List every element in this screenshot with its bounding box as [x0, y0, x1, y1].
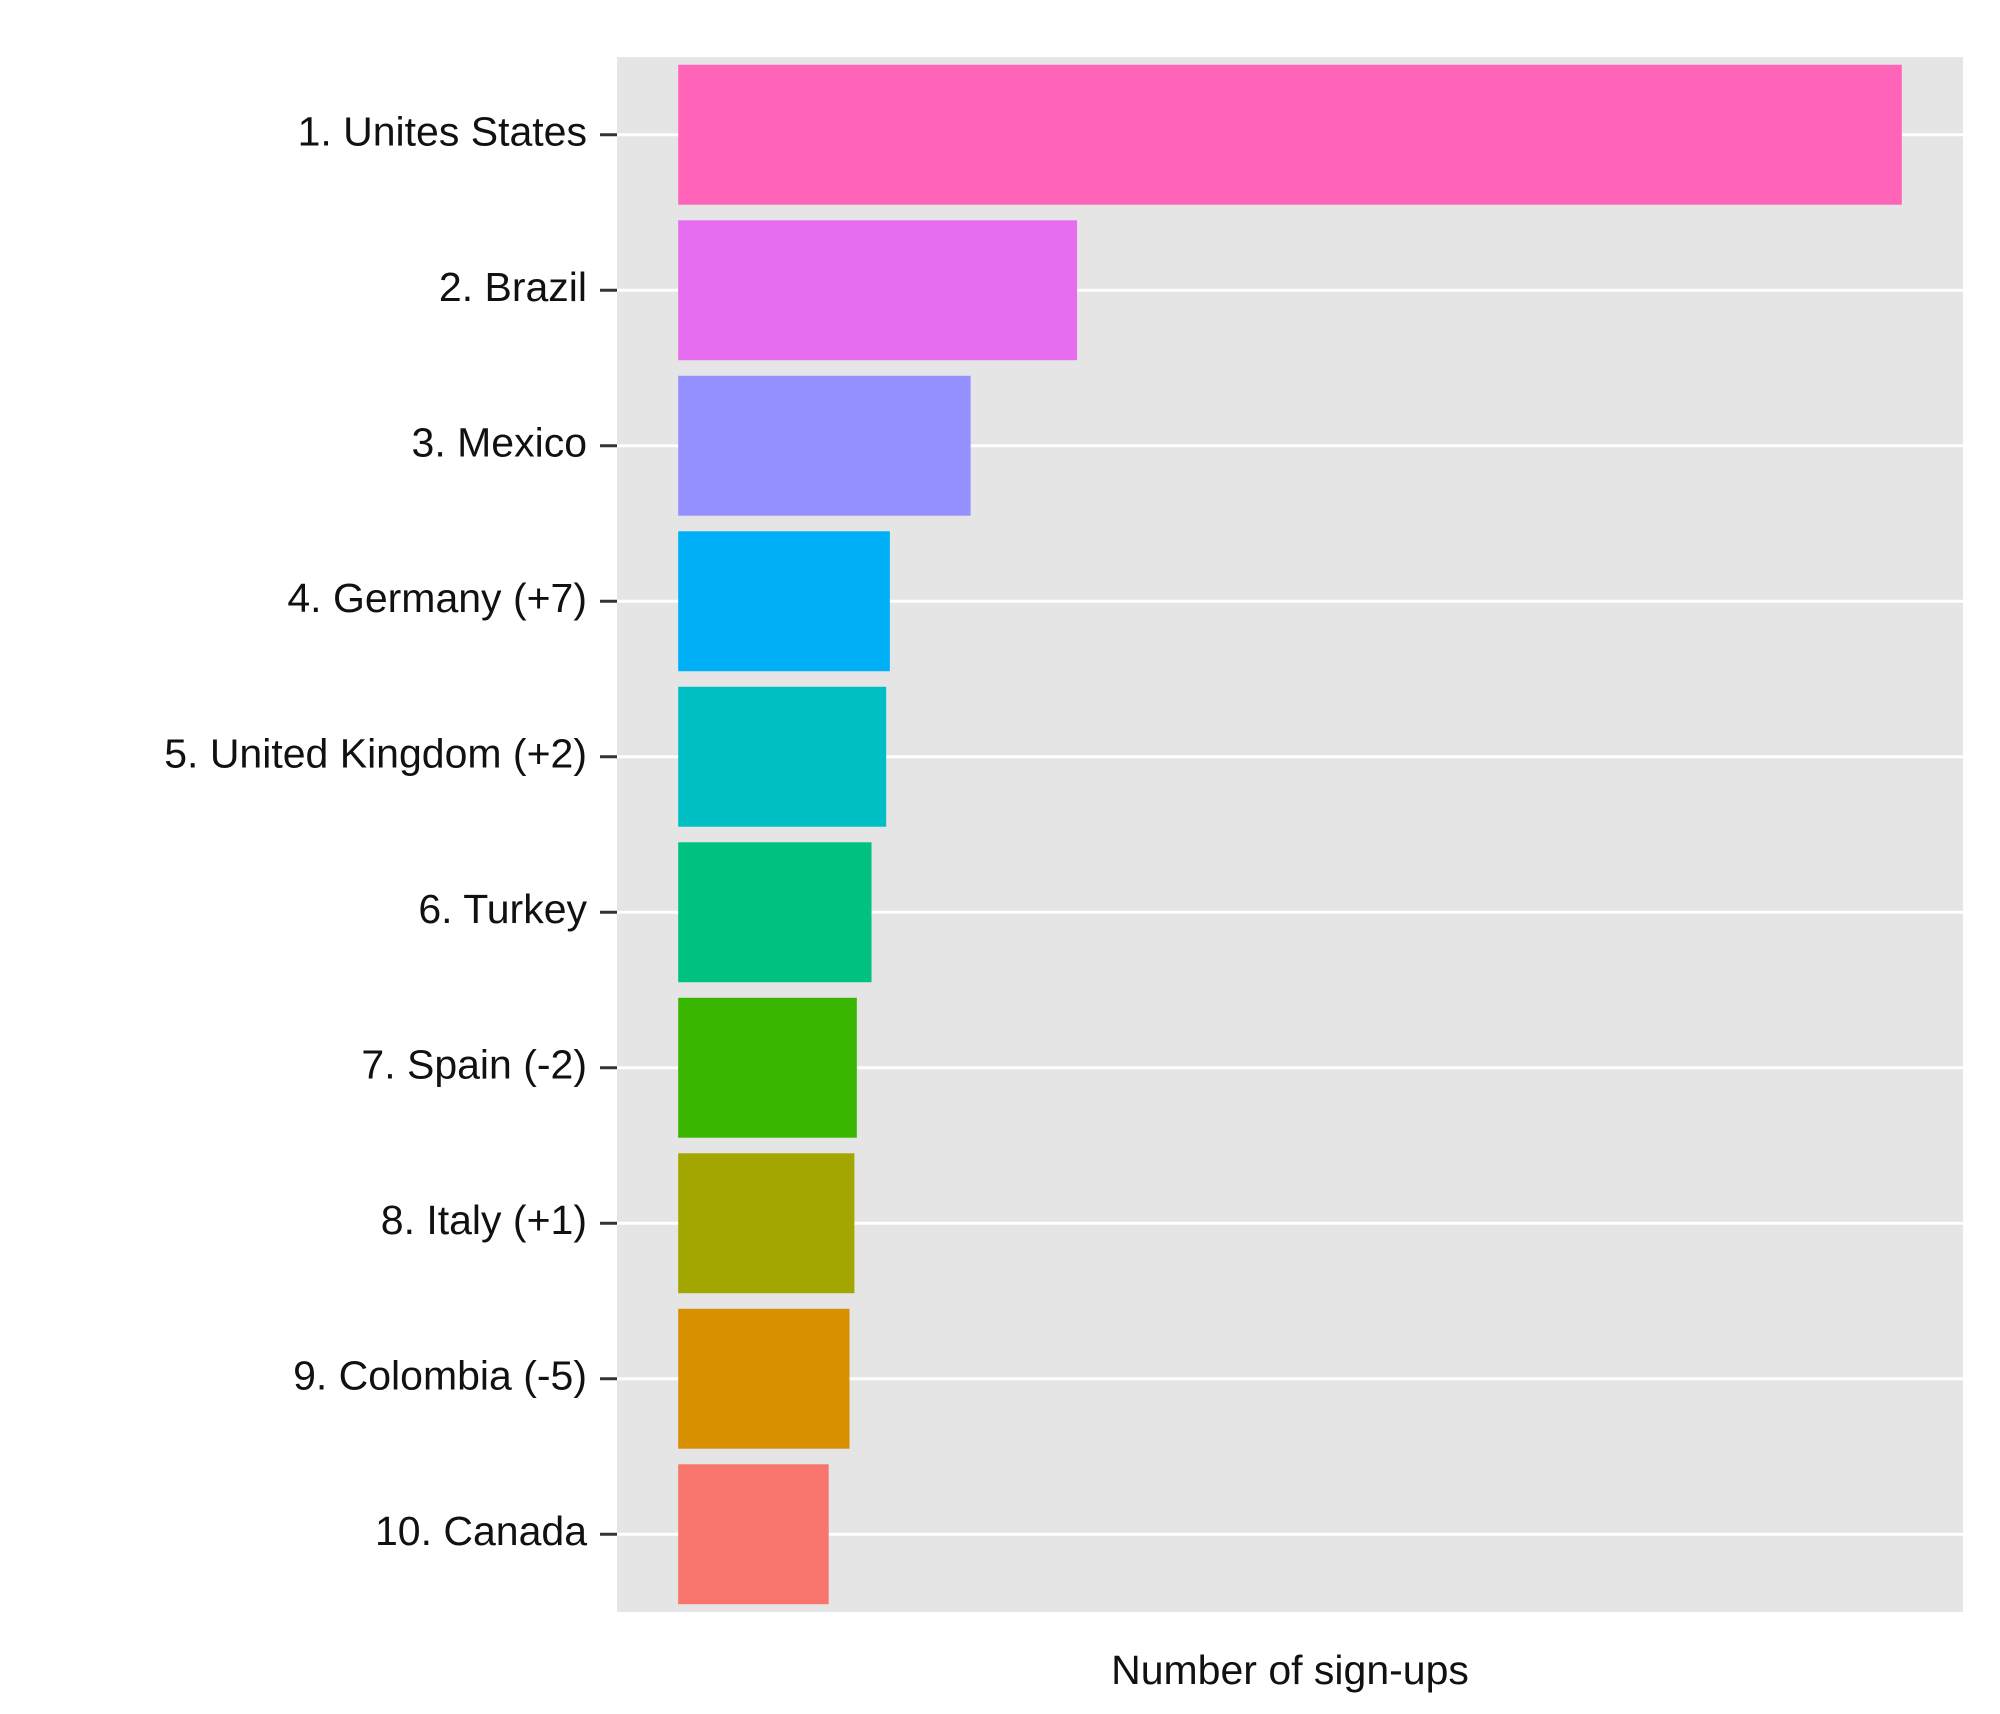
bar [678, 997, 857, 1138]
bar [678, 64, 1902, 205]
y-tick-label: 3. Mexico [412, 420, 587, 466]
x-axis-title: Number of sign-ups [1111, 1647, 1469, 1693]
bar [678, 1464, 829, 1605]
y-tick-label: 2. Brazil [439, 264, 587, 310]
y-tick-label: 1. Unites States [298, 109, 587, 155]
bar [678, 1308, 850, 1449]
y-tick-label: 10. Canada [375, 1508, 587, 1554]
y-tick-label: 5. United Kingdom (+2) [164, 731, 587, 777]
bar [678, 842, 872, 983]
bar [678, 686, 887, 827]
bar [678, 375, 971, 516]
bar [678, 531, 890, 672]
y-tick-label: 4. Germany (+7) [287, 575, 587, 621]
bar [678, 220, 1078, 361]
bar [678, 1153, 855, 1294]
y-tick-label: 6. Turkey [418, 886, 587, 932]
y-tick-label: 9. Colombia (-5) [293, 1353, 587, 1399]
y-tick-label: 7. Spain (-2) [361, 1042, 587, 1088]
y-tick-label: 8. Italy (+1) [381, 1197, 587, 1243]
